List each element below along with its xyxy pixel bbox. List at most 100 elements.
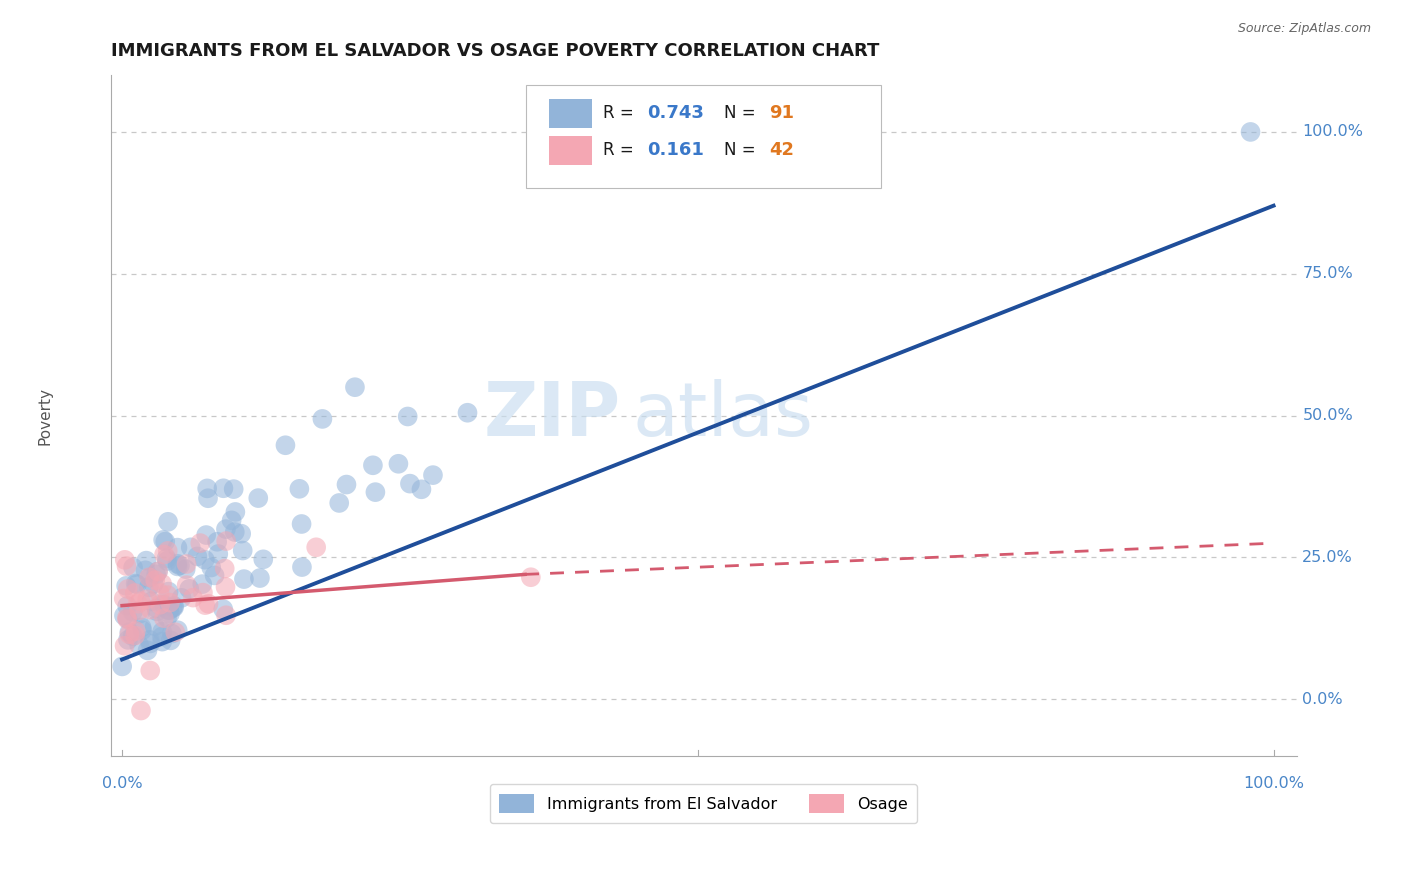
Point	[232, 572, 254, 586]
Point	[169, 558, 191, 573]
FancyBboxPatch shape	[550, 136, 592, 165]
Point	[157, 584, 180, 599]
Point	[364, 485, 387, 500]
Point	[112, 591, 135, 606]
Point	[118, 625, 141, 640]
Point	[204, 568, 226, 582]
Point	[200, 560, 222, 574]
Point	[180, 541, 202, 555]
Point	[174, 562, 197, 576]
Text: 75.0%: 75.0%	[1302, 266, 1353, 281]
Point	[274, 438, 297, 452]
Point	[117, 612, 139, 626]
Point	[138, 570, 160, 584]
Point	[150, 576, 173, 591]
Point	[149, 586, 172, 600]
Point	[150, 630, 173, 644]
Text: 100.0%: 100.0%	[1243, 776, 1303, 791]
Text: 0.0%: 0.0%	[101, 776, 142, 791]
Point	[224, 505, 246, 519]
Point	[125, 577, 148, 591]
Point	[181, 591, 204, 605]
Point	[118, 627, 141, 641]
Point	[520, 570, 543, 584]
Point	[163, 599, 186, 613]
Point	[166, 624, 188, 638]
Point	[156, 588, 179, 602]
Point	[117, 632, 139, 647]
Text: 50.0%: 50.0%	[1302, 408, 1353, 423]
Point	[214, 580, 236, 594]
Point	[288, 482, 311, 496]
Point	[335, 477, 357, 491]
Point	[205, 534, 228, 549]
Text: R =: R =	[603, 141, 638, 159]
Point	[215, 522, 238, 536]
Point	[311, 412, 333, 426]
Point	[155, 534, 177, 549]
Point	[188, 536, 211, 550]
Point	[176, 557, 198, 571]
Point	[166, 541, 188, 555]
Point	[152, 598, 174, 612]
Point	[152, 533, 174, 547]
Text: R =: R =	[603, 103, 638, 121]
Point	[387, 457, 409, 471]
Point	[207, 547, 229, 561]
Point	[215, 534, 238, 549]
Point	[396, 409, 419, 424]
Point	[122, 560, 145, 574]
Point	[195, 482, 218, 496]
Point	[115, 610, 138, 624]
Text: Poverty: Poverty	[38, 386, 53, 444]
Point	[215, 608, 238, 623]
Point	[128, 603, 150, 617]
Point	[191, 577, 214, 591]
Point	[170, 591, 193, 605]
Text: IMMIGRANTS FROM EL SALVADOR VS OSAGE POVERTY CORRELATION CHART: IMMIGRANTS FROM EL SALVADOR VS OSAGE POV…	[111, 42, 879, 60]
Point	[157, 603, 180, 617]
Point	[111, 659, 134, 673]
Point	[224, 524, 246, 539]
Point	[136, 643, 159, 657]
Point	[252, 552, 274, 566]
Point	[139, 602, 162, 616]
FancyBboxPatch shape	[550, 99, 592, 128]
Point	[121, 605, 143, 619]
Point	[114, 553, 136, 567]
Point	[149, 598, 172, 612]
Point	[165, 625, 187, 640]
Point	[231, 526, 253, 541]
Point	[166, 557, 188, 571]
Text: 91: 91	[769, 103, 794, 121]
Point	[194, 598, 217, 612]
Text: 42: 42	[769, 141, 794, 159]
Text: N =: N =	[724, 141, 761, 159]
Point	[128, 638, 150, 652]
Point	[195, 528, 218, 542]
Point	[176, 578, 198, 592]
Point	[139, 636, 162, 650]
Point	[129, 704, 152, 718]
Text: ZIP: ZIP	[484, 379, 620, 452]
Point	[343, 380, 366, 394]
Point	[191, 585, 214, 599]
Point	[163, 600, 186, 615]
Point	[134, 563, 156, 577]
Point	[150, 624, 173, 639]
Point	[157, 603, 180, 617]
Point	[153, 611, 176, 625]
Point	[156, 544, 179, 558]
Point	[157, 515, 180, 529]
Point	[214, 561, 236, 575]
Point	[145, 601, 167, 615]
Point	[197, 491, 219, 506]
Point	[127, 597, 149, 611]
Point	[247, 491, 270, 505]
Point	[131, 620, 153, 634]
Point	[159, 607, 181, 621]
Point	[422, 468, 444, 483]
Text: 0.161: 0.161	[647, 141, 703, 159]
Point	[249, 571, 271, 585]
Point	[159, 633, 181, 648]
